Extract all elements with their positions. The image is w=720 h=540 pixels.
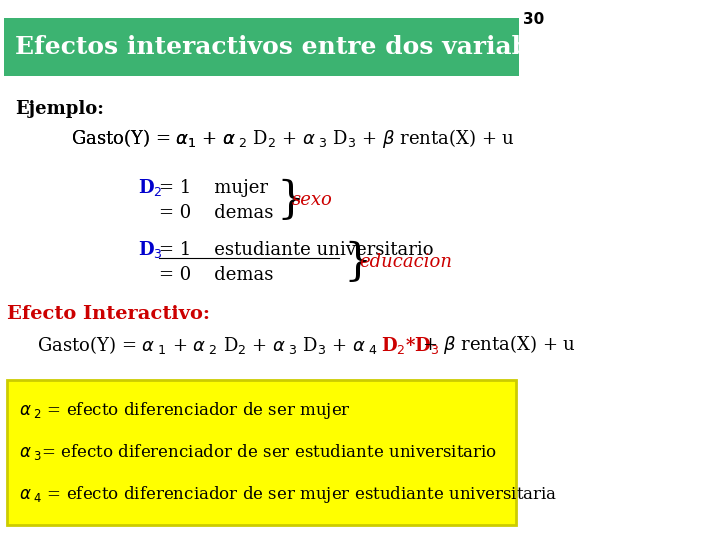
Text: educacion: educacion [359,253,451,271]
Text: $\alpha_{\ 4}$ = efecto diferenciador de ser mujer estudiante universitaria: $\alpha_{\ 4}$ = efecto diferenciador de… [19,484,557,505]
Text: }: } [344,240,372,284]
Text: Gasto(Y) = $\alpha_1$ + $\alpha$: Gasto(Y) = $\alpha_1$ + $\alpha$ [71,127,237,149]
FancyBboxPatch shape [7,380,516,525]
Text: + $\beta$ renta(X) + u: + $\beta$ renta(X) + u [417,334,576,356]
Text: Ejemplo:: Ejemplo: [15,100,104,118]
Text: = 0    demas: = 0 demas [159,266,274,284]
Text: D$_2$*D$_3$: D$_2$*D$_3$ [381,334,440,355]
Text: D$_2$: D$_2$ [138,178,163,199]
Text: = 1    estudiante universitario: = 1 estudiante universitario [159,241,433,259]
Text: 30: 30 [523,12,544,27]
Text: = 1    mujer: = 1 mujer [159,179,268,197]
Text: $\alpha_{\ 3}$= efecto diferenciador de ser estudiante universitario: $\alpha_{\ 3}$= efecto diferenciador de … [19,442,497,462]
Text: Gasto(Y) = $\alpha_{\ 1}$ + $\alpha_{\ 2}$ D$_2$ + $\alpha_{\ 3}$ D$_3$ + $\alph: Gasto(Y) = $\alpha_{\ 1}$ + $\alpha_{\ 2… [37,334,379,356]
Text: D$_3$: D$_3$ [138,240,163,260]
Text: Efecto Interactivo:: Efecto Interactivo: [7,305,210,323]
Text: Gasto(Y) = $\alpha_1$ + $\alpha_{\ 2}$ D$_2$ + $\alpha_{\ 3}$ D$_3$ + $\beta$ re: Gasto(Y) = $\alpha_1$ + $\alpha_{\ 2}$ D… [71,126,515,150]
Text: sexo: sexo [292,191,333,209]
FancyBboxPatch shape [4,18,519,76]
Text: }: } [276,178,305,221]
Text: $\alpha_{\ 2}$ = efecto diferenciador de ser mujer: $\alpha_{\ 2}$ = efecto diferenciador de… [19,400,351,421]
Text: Efectos interactivos entre dos variables cualitativas: Efectos interactivos entre dos variables… [15,35,720,59]
Text: = 0    demas: = 0 demas [159,204,274,222]
